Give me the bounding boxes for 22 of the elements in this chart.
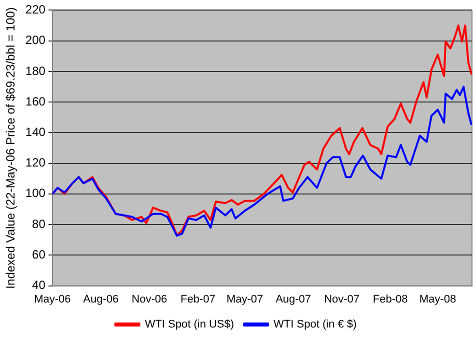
y-tick-label: 220	[25, 2, 46, 17]
y-tick-label: 60	[32, 247, 46, 262]
x-tick-label: Feb-08	[372, 293, 408, 306]
y-tick-label: 180	[25, 64, 46, 78]
y-tick-label: 100	[25, 186, 46, 200]
y-tick-label: 160	[25, 94, 46, 108]
y-tick-label: 80	[32, 216, 46, 231]
y-tick-label: 120	[25, 156, 46, 170]
x-tick-label: May-06	[34, 293, 71, 306]
legend-label: WTI Spot (in US$)	[144, 318, 234, 331]
y-tick-label: 140	[25, 125, 46, 139]
x-tick-label: May-07	[226, 293, 264, 306]
x-tick-label: Feb-07	[180, 293, 216, 306]
x-tick-label: May-08	[419, 293, 456, 306]
legend-label: WTI Spot (in € $)	[274, 318, 357, 331]
x-tick-label: Aug-07	[276, 293, 312, 306]
x-tick-label: Nov-07	[324, 293, 360, 306]
x-tick-label: Aug-06	[83, 293, 119, 306]
y-tick-label: 200	[25, 33, 46, 48]
y-axis-title: Indexed Value (22-May-06 Price of $69.23/bbl = 100)	[4, 7, 18, 289]
x-tick-label: Nov-06	[132, 293, 168, 306]
y-tick-label: 40	[32, 278, 46, 292]
